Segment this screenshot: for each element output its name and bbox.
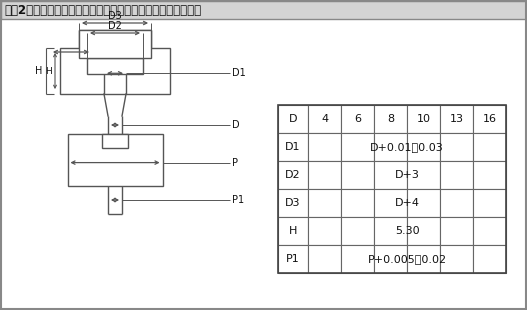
Bar — [79, 30, 151, 58]
Bar — [473, 105, 506, 133]
Text: D1: D1 — [285, 142, 301, 152]
Text: D3: D3 — [108, 11, 122, 21]
Bar — [440, 105, 473, 133]
Bar — [308, 161, 341, 189]
Bar — [87, 58, 143, 74]
Text: D+3: D+3 — [395, 170, 419, 180]
Bar — [407, 133, 440, 161]
Text: 6: 6 — [354, 114, 361, 124]
Bar — [341, 105, 374, 133]
Bar — [79, 30, 151, 58]
Bar — [440, 133, 473, 161]
Bar — [341, 161, 374, 189]
Text: D: D — [232, 120, 240, 130]
Text: 10: 10 — [416, 114, 431, 124]
Bar — [278, 161, 308, 189]
Text: D2: D2 — [285, 170, 301, 180]
Bar — [440, 161, 473, 189]
Bar — [102, 134, 128, 148]
Bar — [341, 133, 374, 161]
Text: P1: P1 — [286, 254, 300, 264]
Text: P: P — [232, 157, 238, 168]
Bar — [374, 245, 407, 273]
Bar — [308, 105, 341, 133]
Bar — [473, 161, 506, 189]
Bar — [1, 1, 526, 19]
Bar — [440, 217, 473, 245]
Text: P+0.005～0.02: P+0.005～0.02 — [367, 254, 446, 264]
Bar — [374, 133, 407, 161]
Text: H: H — [45, 67, 52, 76]
Bar — [407, 245, 440, 273]
Bar — [407, 161, 440, 189]
Bar — [341, 189, 374, 217]
Text: D1: D1 — [232, 68, 246, 78]
Bar — [308, 217, 341, 245]
Bar — [407, 189, 440, 217]
Bar — [341, 245, 374, 273]
Bar — [407, 217, 440, 245]
Text: P1: P1 — [232, 195, 244, 205]
Bar — [473, 189, 506, 217]
Bar — [440, 189, 473, 217]
Bar — [60, 48, 170, 94]
Text: H: H — [289, 226, 297, 236]
Bar — [278, 133, 308, 161]
Bar — [374, 161, 407, 189]
Bar — [278, 105, 506, 273]
Bar — [308, 189, 341, 217]
Bar — [473, 217, 506, 245]
Text: 8: 8 — [387, 114, 394, 124]
Bar — [473, 245, 506, 273]
Text: D+4: D+4 — [395, 198, 419, 208]
Text: 13: 13 — [450, 114, 464, 124]
Text: 16: 16 — [483, 114, 496, 124]
Text: H: H — [35, 66, 42, 76]
Text: D2: D2 — [108, 21, 122, 31]
Text: D: D — [289, 114, 297, 124]
Bar — [374, 105, 407, 133]
Bar — [374, 217, 407, 245]
Text: 【図2】可動ストリッパ（ストリッパ基準）構造のパンチ固定: 【図2】可動ストリッパ（ストリッパ基準）構造のパンチ固定 — [4, 3, 201, 16]
Text: D+0.01～0.03: D+0.01～0.03 — [370, 142, 444, 152]
Text: D3: D3 — [285, 198, 301, 208]
Bar — [308, 133, 341, 161]
Bar — [278, 245, 308, 273]
Bar — [473, 133, 506, 161]
Text: 5.30: 5.30 — [395, 226, 419, 236]
Bar — [67, 134, 162, 186]
Bar — [278, 217, 308, 245]
Text: 4: 4 — [321, 114, 328, 124]
Bar — [440, 245, 473, 273]
Bar — [87, 58, 143, 74]
Bar — [374, 189, 407, 217]
Bar — [407, 105, 440, 133]
Bar — [341, 217, 374, 245]
Bar — [278, 105, 308, 133]
Bar — [278, 189, 308, 217]
Bar — [308, 245, 341, 273]
